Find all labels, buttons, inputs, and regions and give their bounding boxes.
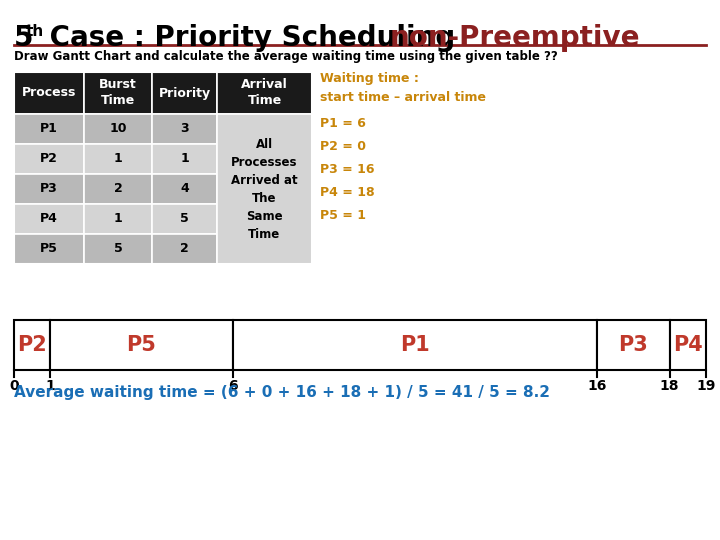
Text: P3 = 16: P3 = 16 <box>320 163 374 176</box>
Text: P2: P2 <box>40 152 58 165</box>
Text: 2: 2 <box>180 242 189 255</box>
Text: 1: 1 <box>114 152 122 165</box>
Text: P1 = 6: P1 = 6 <box>320 117 366 130</box>
Bar <box>152 234 217 264</box>
Text: th: th <box>26 24 44 39</box>
Bar <box>14 174 84 204</box>
Bar <box>50 320 233 370</box>
Bar <box>670 320 706 370</box>
Bar <box>233 320 597 370</box>
Bar <box>152 174 217 204</box>
Text: P2: P2 <box>17 335 47 355</box>
Text: 3: 3 <box>180 123 189 136</box>
Text: 1: 1 <box>180 152 189 165</box>
Bar <box>152 114 217 144</box>
Text: Waiting time :
start time – arrival time: Waiting time : start time – arrival time <box>320 72 486 104</box>
Text: P2 = 0: P2 = 0 <box>320 140 366 153</box>
Bar <box>152 72 217 114</box>
Bar <box>14 204 84 234</box>
Text: P1: P1 <box>40 123 58 136</box>
Bar <box>84 234 152 264</box>
Bar <box>84 204 152 234</box>
Text: 16: 16 <box>587 379 606 393</box>
Text: P5: P5 <box>127 335 156 355</box>
Text: P3: P3 <box>40 183 58 195</box>
Text: Draw Gantt Chart and calculate the average waiting time using the given table ??: Draw Gantt Chart and calculate the avera… <box>14 50 558 63</box>
Text: 6: 6 <box>228 379 238 393</box>
Bar <box>84 174 152 204</box>
Bar <box>84 72 152 114</box>
Text: P4: P4 <box>673 335 703 355</box>
Text: P4: P4 <box>40 213 58 226</box>
Bar <box>152 144 217 174</box>
Text: 19: 19 <box>696 379 716 393</box>
Bar <box>84 144 152 174</box>
Bar <box>217 114 312 264</box>
Text: 1: 1 <box>45 379 55 393</box>
Text: non-Preemptive: non-Preemptive <box>390 24 641 52</box>
Text: 2: 2 <box>114 183 122 195</box>
Text: 10: 10 <box>109 123 127 136</box>
Text: Case : Priority Scheduling: Case : Priority Scheduling <box>40 24 465 52</box>
Text: P3: P3 <box>618 335 648 355</box>
Text: 18: 18 <box>660 379 680 393</box>
Text: Burst
Time: Burst Time <box>99 78 137 107</box>
Text: 4: 4 <box>180 183 189 195</box>
Bar <box>217 72 312 114</box>
Text: P4 = 18: P4 = 18 <box>320 186 374 199</box>
Bar <box>14 72 84 114</box>
Text: Process: Process <box>22 86 76 99</box>
Text: Arrival
Time: Arrival Time <box>241 78 288 107</box>
Text: All
Processes
Arrived at
The
Same
Time: All Processes Arrived at The Same Time <box>231 138 298 240</box>
Text: Average waiting time = (6 + 0 + 16 + 18 + 1) / 5 = 41 / 5 = 8.2: Average waiting time = (6 + 0 + 16 + 18 … <box>14 385 550 400</box>
Text: 1: 1 <box>114 213 122 226</box>
Bar <box>84 114 152 144</box>
Bar <box>597 320 670 370</box>
Bar <box>14 320 50 370</box>
Text: 5: 5 <box>114 242 122 255</box>
Bar <box>14 114 84 144</box>
Text: 5: 5 <box>180 213 189 226</box>
Text: Priority: Priority <box>158 86 210 99</box>
Text: 5: 5 <box>14 24 34 52</box>
Bar <box>14 234 84 264</box>
Text: P5 = 1: P5 = 1 <box>320 209 366 222</box>
Bar <box>152 204 217 234</box>
Text: P1: P1 <box>400 335 430 355</box>
Bar <box>14 72 312 264</box>
Text: 0: 0 <box>9 379 19 393</box>
Bar <box>14 144 84 174</box>
Text: P5: P5 <box>40 242 58 255</box>
